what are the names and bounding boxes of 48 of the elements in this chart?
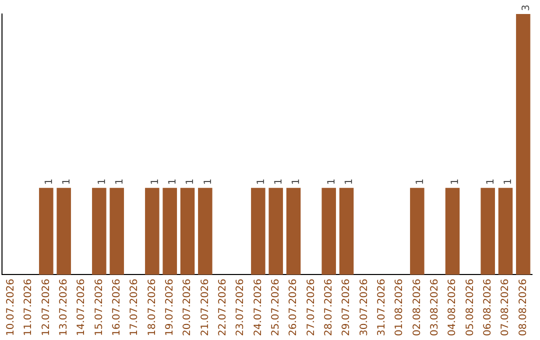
data-label: 1 xyxy=(61,178,72,185)
x-tick-label: 08.08.2026 xyxy=(518,278,529,336)
data-label: 1 xyxy=(291,178,302,185)
data-label: 1 xyxy=(114,178,126,185)
x-tick-label: 20.07.2026 xyxy=(182,278,194,336)
data-label: 1 xyxy=(256,178,267,185)
x-tick-label: 28.07.2026 xyxy=(323,278,334,336)
data-label: 1 xyxy=(202,178,214,185)
x-tick-label: 12.07.2026 xyxy=(40,278,52,336)
data-label: 1 xyxy=(326,178,338,185)
x-tick-label: 23.07.2026 xyxy=(235,278,246,336)
x-tick-label: 25.07.2026 xyxy=(270,278,282,336)
x-tick-label: 29.07.2026 xyxy=(341,278,352,336)
data-label: 1 xyxy=(150,178,161,185)
x-tick-label: 21.07.2026 xyxy=(200,278,211,336)
x-tick-label: 16.07.2026 xyxy=(111,278,122,336)
x-tick-label: 17.07.2026 xyxy=(129,278,140,336)
x-tick-label: 01.08.2026 xyxy=(394,278,406,336)
data-label: 1 xyxy=(344,178,356,185)
data-label: 1 xyxy=(273,178,284,185)
x-tick-label: 24.07.2026 xyxy=(252,278,264,336)
x-tick-label: 14.07.2026 xyxy=(76,278,88,336)
data-label: 1 xyxy=(185,178,196,185)
x-tick-label: 26.07.2026 xyxy=(288,278,300,336)
x-tick-label: 15.07.2026 xyxy=(94,278,105,336)
data-label: 1 xyxy=(485,178,496,185)
data-label: 1 xyxy=(450,178,462,185)
data-label: 1 xyxy=(44,178,55,185)
x-tick-label: 13.07.2026 xyxy=(58,278,70,336)
data-label: 1 xyxy=(96,178,108,185)
x-tick-label: 10.07.2026 xyxy=(5,278,16,336)
x-tick-label: 11.07.2026 xyxy=(23,278,34,336)
x-tick-label: 06.08.2026 xyxy=(482,278,494,336)
x-tick-label: 30.07.2026 xyxy=(358,278,370,336)
data-label: 1 xyxy=(503,178,514,185)
data-label: 1 xyxy=(414,178,426,185)
x-tick-label: 02.08.2026 xyxy=(412,278,423,336)
data-label: 3 xyxy=(520,4,532,11)
x-tick-label: 04.08.2026 xyxy=(447,278,458,336)
x-tick-label: 27.07.2026 xyxy=(306,278,317,336)
x-tick-label: 31.07.2026 xyxy=(376,278,388,336)
x-tick-label: 18.07.2026 xyxy=(146,278,158,336)
x-tick-label: 05.08.2026 xyxy=(464,278,476,336)
x-tick-label: 22.07.2026 xyxy=(217,278,228,336)
x-tick-label: 03.08.2026 xyxy=(429,278,440,336)
x-tick-label: 07.08.2026 xyxy=(500,278,512,336)
data-label: 1 xyxy=(167,178,178,185)
x-tick-label: 19.07.2026 xyxy=(164,278,176,336)
